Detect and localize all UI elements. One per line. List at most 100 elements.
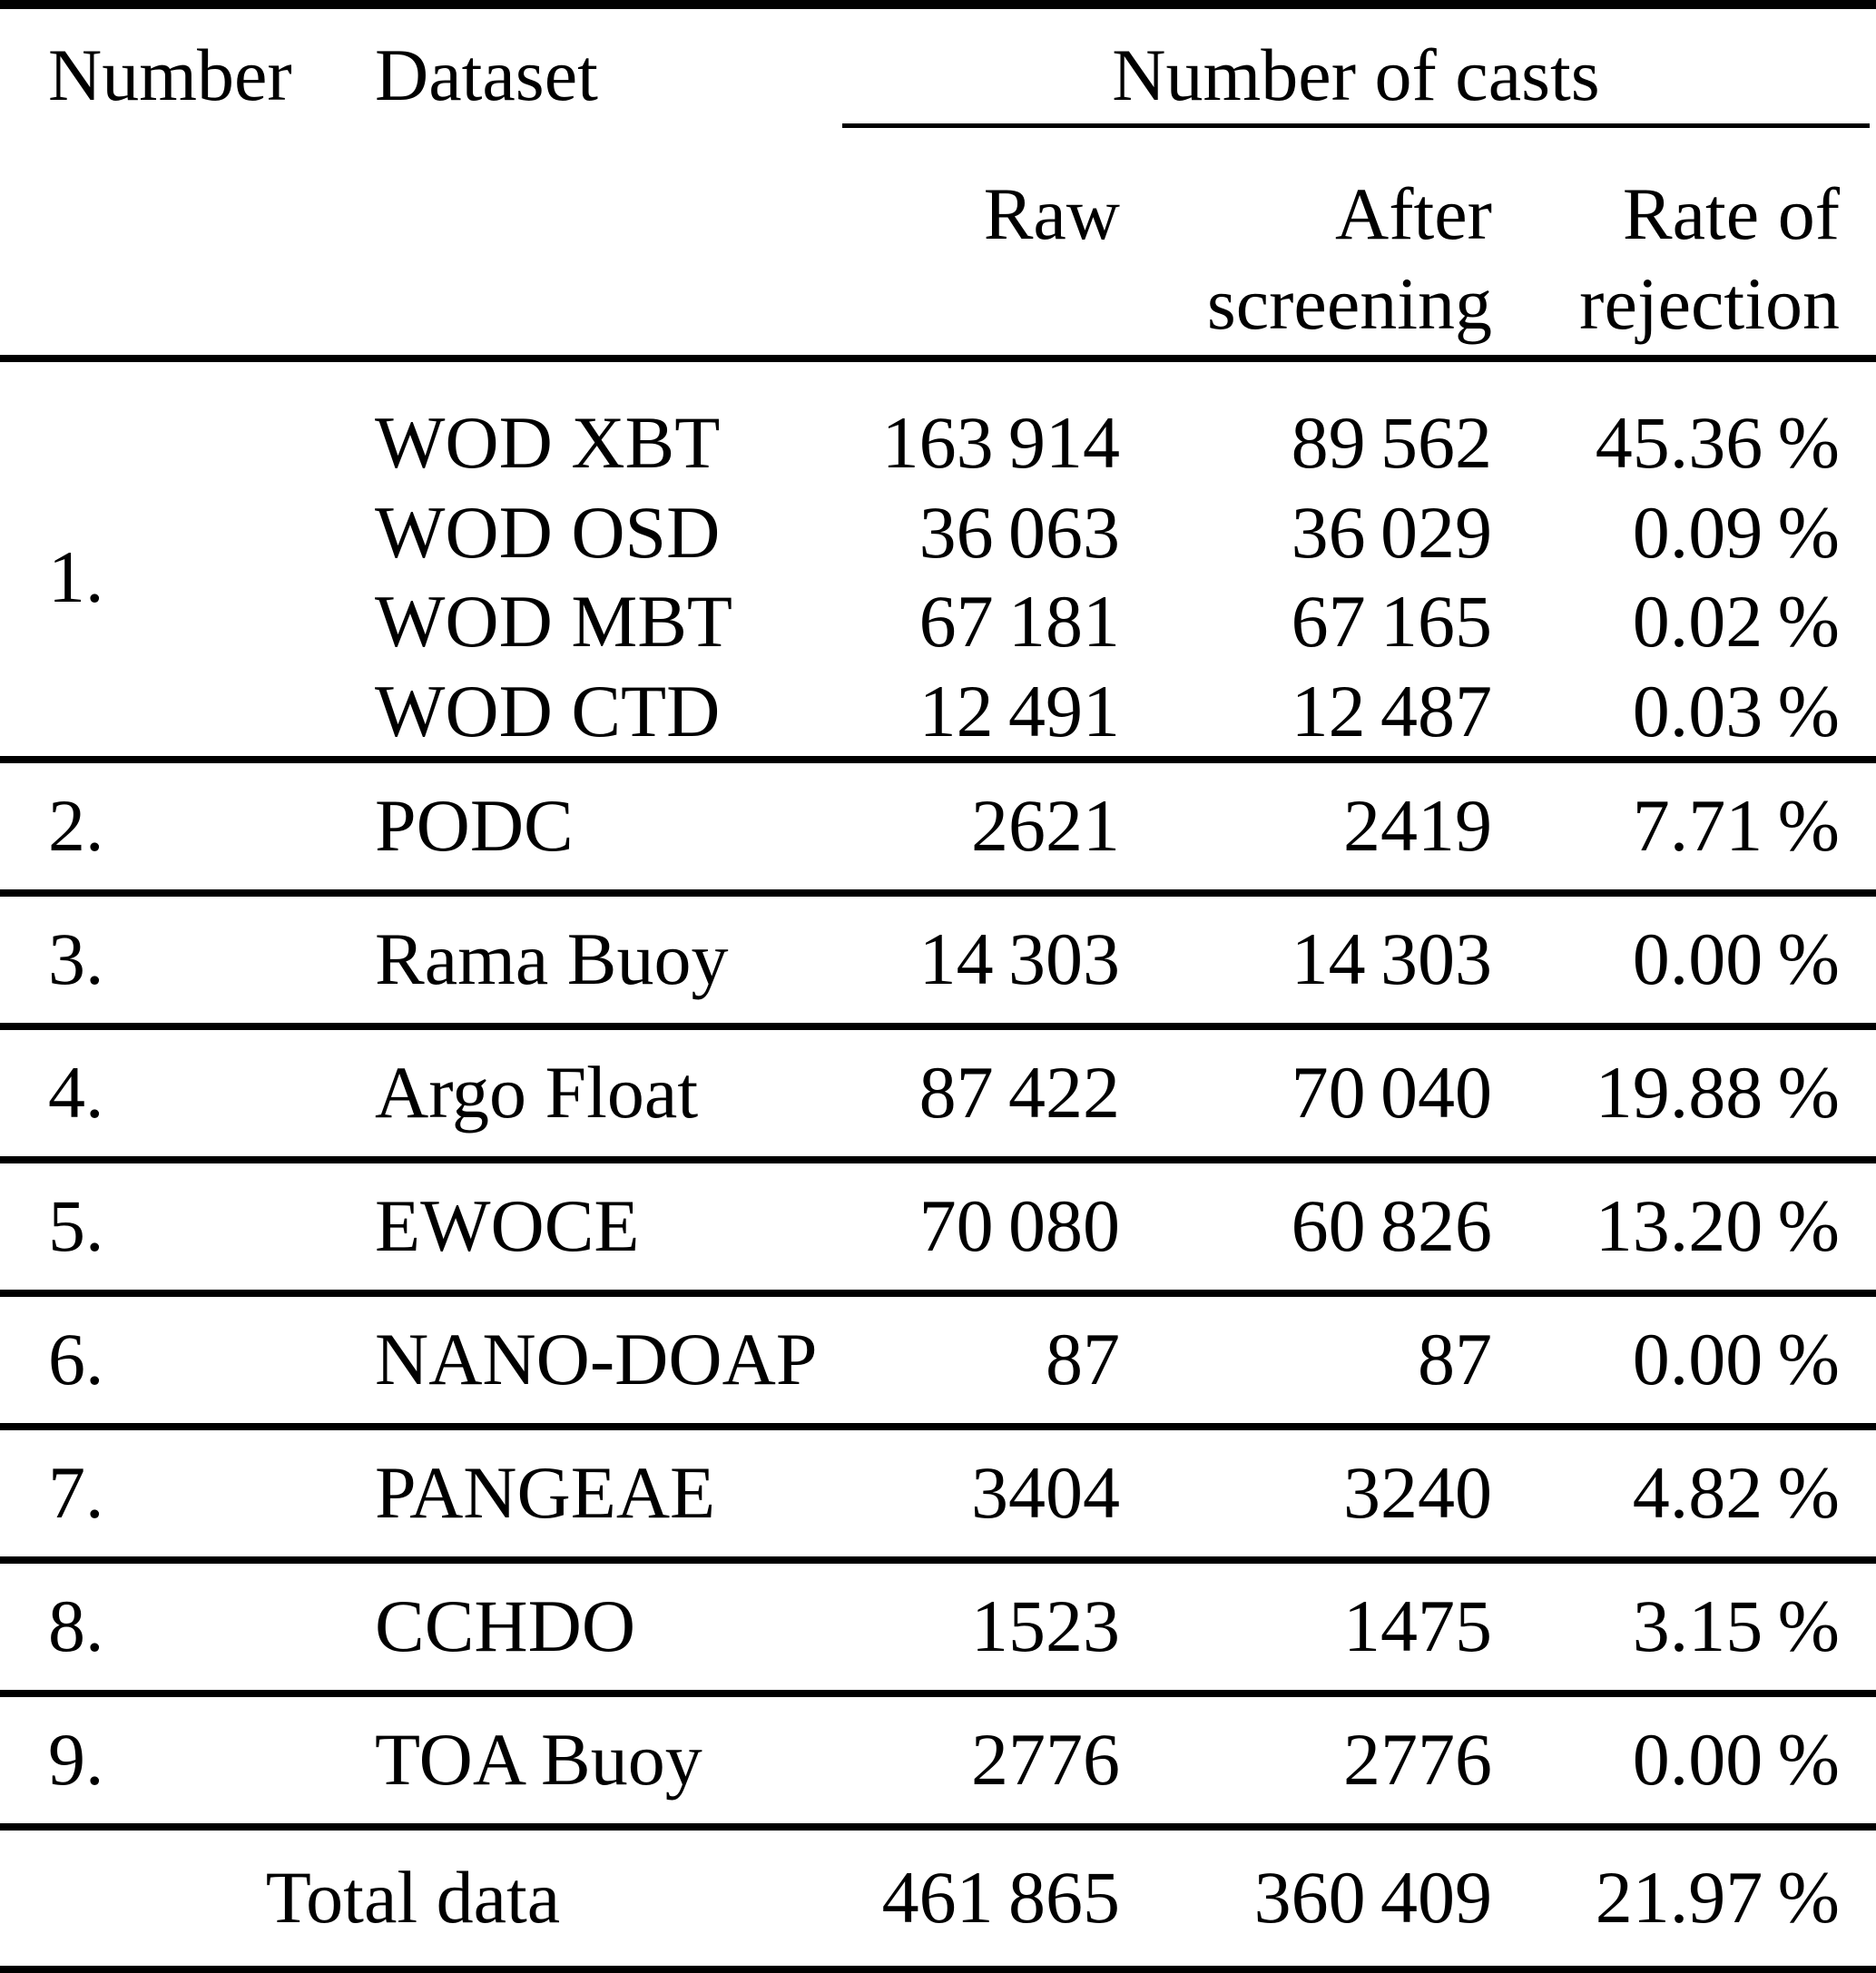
raw-cell: 1523 bbox=[971, 1585, 1120, 1668]
group-7: 7. PANGEAE 3404 3240 4.82 % bbox=[0, 1426, 1876, 1560]
dataset-cell: Rama Buoy bbox=[375, 918, 729, 1001]
rate-cell: 0.00 % bbox=[1632, 1718, 1840, 1801]
header-rate-line1: Rate of bbox=[1622, 172, 1840, 256]
header-rate-of-rejection: Rate of rejection bbox=[1496, 128, 1876, 358]
raw-cell: 14 303 bbox=[918, 918, 1120, 1001]
after-cell: 1475 bbox=[1343, 1585, 1492, 1668]
group-3: 3. Rama Buoy 14 303 14 303 0.00 % bbox=[0, 892, 1876, 1026]
total-raw-cell: 461 865 bbox=[881, 1856, 1120, 1939]
table-row: WOD OSD 36 063 36 029 0.09 % bbox=[0, 488, 1876, 577]
rate-cell: 3.15 % bbox=[1632, 1585, 1840, 1668]
total-rate-cell: 21.97 % bbox=[1595, 1856, 1840, 1939]
row-number-cell: 7. bbox=[48, 1451, 104, 1535]
header-number: Number bbox=[48, 34, 292, 116]
row-number-cell: 6. bbox=[48, 1318, 104, 1401]
row-number-cell: 9. bbox=[48, 1718, 104, 1801]
total-after-cell: 360 409 bbox=[1253, 1856, 1492, 1939]
table-row: WOD CTD 12 491 12 487 0.03 % bbox=[0, 667, 1876, 760]
after-cell: 67 165 bbox=[1291, 580, 1492, 663]
dataset-cell: TOA Buoy bbox=[375, 1718, 702, 1801]
row-number-cell: 3. bbox=[48, 918, 104, 1001]
group-6: 6. NANO-DOAP 87 87 0.00 % bbox=[0, 1292, 1876, 1427]
rate-cell: 0.02 % bbox=[1632, 580, 1840, 663]
row-number-cell: 2. bbox=[48, 784, 104, 868]
dataset-cell: WOD XBT bbox=[375, 401, 721, 485]
after-cell: 70 040 bbox=[1291, 1051, 1492, 1134]
table-row: 4. Argo Float 87 422 70 040 19.88 % bbox=[0, 1026, 1876, 1160]
raw-cell: 70 080 bbox=[918, 1184, 1120, 1268]
group-8: 8. CCHDO 1523 1475 3.15 % bbox=[0, 1559, 1876, 1693]
after-cell: 89 562 bbox=[1291, 401, 1492, 485]
after-cell: 87 bbox=[1418, 1318, 1492, 1401]
table-row: 5. EWOCE 70 080 60 826 13.20 % bbox=[0, 1160, 1876, 1293]
group-4: 4. Argo Float 87 422 70 040 19.88 % bbox=[0, 1026, 1876, 1160]
rate-cell: 4.82 % bbox=[1632, 1451, 1840, 1535]
table-row: 3. Rama Buoy 14 303 14 303 0.00 % bbox=[0, 893, 1876, 1026]
after-cell: 12 487 bbox=[1291, 669, 1492, 752]
raw-cell: 2776 bbox=[971, 1718, 1120, 1801]
table-row: 9. TOA Buoy 2776 2776 0.00 % bbox=[0, 1693, 1876, 1827]
dataset-cell: WOD MBT bbox=[375, 580, 733, 663]
rate-cell: 13.20 % bbox=[1595, 1184, 1840, 1268]
header-after-screening: After screening bbox=[1133, 128, 1496, 358]
table-row: 8. CCHDO 1523 1475 3.15 % bbox=[0, 1560, 1876, 1693]
group-5: 5. EWOCE 70 080 60 826 13.20 % bbox=[0, 1159, 1876, 1293]
rate-cell: 19.88 % bbox=[1595, 1051, 1840, 1134]
raw-cell: 67 181 bbox=[918, 580, 1120, 663]
after-cell: 14 303 bbox=[1291, 918, 1492, 1001]
raw-cell: 12 491 bbox=[918, 669, 1120, 752]
after-cell: 2419 bbox=[1343, 784, 1492, 868]
group-9: 9. TOA Buoy 2776 2776 0.00 % bbox=[0, 1693, 1876, 1827]
rate-cell: 0.00 % bbox=[1632, 918, 1840, 1001]
dataset-cell: Argo Float bbox=[375, 1051, 699, 1134]
total-label-cell: Total data bbox=[265, 1856, 561, 1939]
header-row-top: Number Dataset Number of casts bbox=[0, 5, 1876, 129]
header-spacer-number bbox=[0, 128, 375, 358]
header-dataset: Dataset bbox=[375, 34, 598, 116]
dataset-cell: EWOCE bbox=[375, 1184, 640, 1268]
dataset-cell: PANGEAE bbox=[375, 1451, 716, 1535]
header-after-line2: screening bbox=[1206, 261, 1492, 345]
raw-cell: 87 422 bbox=[918, 1051, 1120, 1134]
after-cell: 2776 bbox=[1343, 1718, 1492, 1801]
group-1: 1. WOD XBT 163 914 89 562 45.36 % WOD OS… bbox=[0, 358, 1876, 760]
dataset-cell: NANO-DOAP bbox=[375, 1318, 818, 1401]
header-raw: Raw bbox=[983, 172, 1120, 256]
table-row: 6. NANO-DOAP 87 87 0.00 % bbox=[0, 1293, 1876, 1427]
row-number-cell: 8. bbox=[48, 1585, 104, 1668]
header-spacer-dataset bbox=[375, 128, 826, 358]
casts-group-label: Number of casts bbox=[842, 31, 1870, 129]
raw-cell: 163 914 bbox=[881, 401, 1120, 485]
group-2: 2. PODC 2621 2419 7.71 % bbox=[0, 759, 1876, 893]
dataset-cell: WOD OSD bbox=[375, 490, 721, 574]
row-number-cell: 1. bbox=[48, 535, 104, 618]
rate-cell: 0.09 % bbox=[1632, 490, 1840, 574]
dataset-cell: PODC bbox=[375, 784, 574, 868]
raw-cell: 3404 bbox=[971, 1451, 1120, 1535]
table-header: Number Dataset Number of casts Raw After… bbox=[0, 5, 1876, 359]
row-number-cell: 5. bbox=[48, 1184, 104, 1268]
header-rate-line2: rejection bbox=[1579, 261, 1840, 345]
after-cell: 3240 bbox=[1343, 1451, 1492, 1535]
raw-cell: 2621 bbox=[971, 784, 1120, 868]
rate-cell: 7.71 % bbox=[1632, 784, 1840, 868]
total-row: Total data 461 865 360 409 21.97 % bbox=[0, 1827, 1876, 1970]
header-after-line1: After bbox=[1334, 172, 1492, 256]
raw-cell: 36 063 bbox=[918, 490, 1120, 574]
rate-cell: 0.03 % bbox=[1632, 669, 1840, 752]
header-row-sub: Raw After screening Rate of rejection bbox=[0, 128, 1876, 358]
total-row-group: Total data 461 865 360 409 21.97 % bbox=[0, 1826, 1876, 1970]
rate-cell: 45.36 % bbox=[1595, 401, 1840, 485]
table-row: 7. PANGEAE 3404 3240 4.82 % bbox=[0, 1427, 1876, 1560]
table-row: 2. PODC 2621 2419 7.71 % bbox=[0, 760, 1876, 893]
rate-cell: 0.00 % bbox=[1632, 1318, 1840, 1401]
row-number-cell: 4. bbox=[48, 1051, 104, 1134]
table-row: WOD MBT 67 181 67 165 0.02 % bbox=[0, 577, 1876, 666]
dataset-cell: CCHDO bbox=[375, 1585, 636, 1668]
raw-cell: 87 bbox=[1046, 1318, 1120, 1401]
dataset-cell: WOD CTD bbox=[375, 669, 721, 752]
after-cell: 60 826 bbox=[1291, 1184, 1492, 1268]
after-cell: 36 029 bbox=[1291, 490, 1492, 574]
